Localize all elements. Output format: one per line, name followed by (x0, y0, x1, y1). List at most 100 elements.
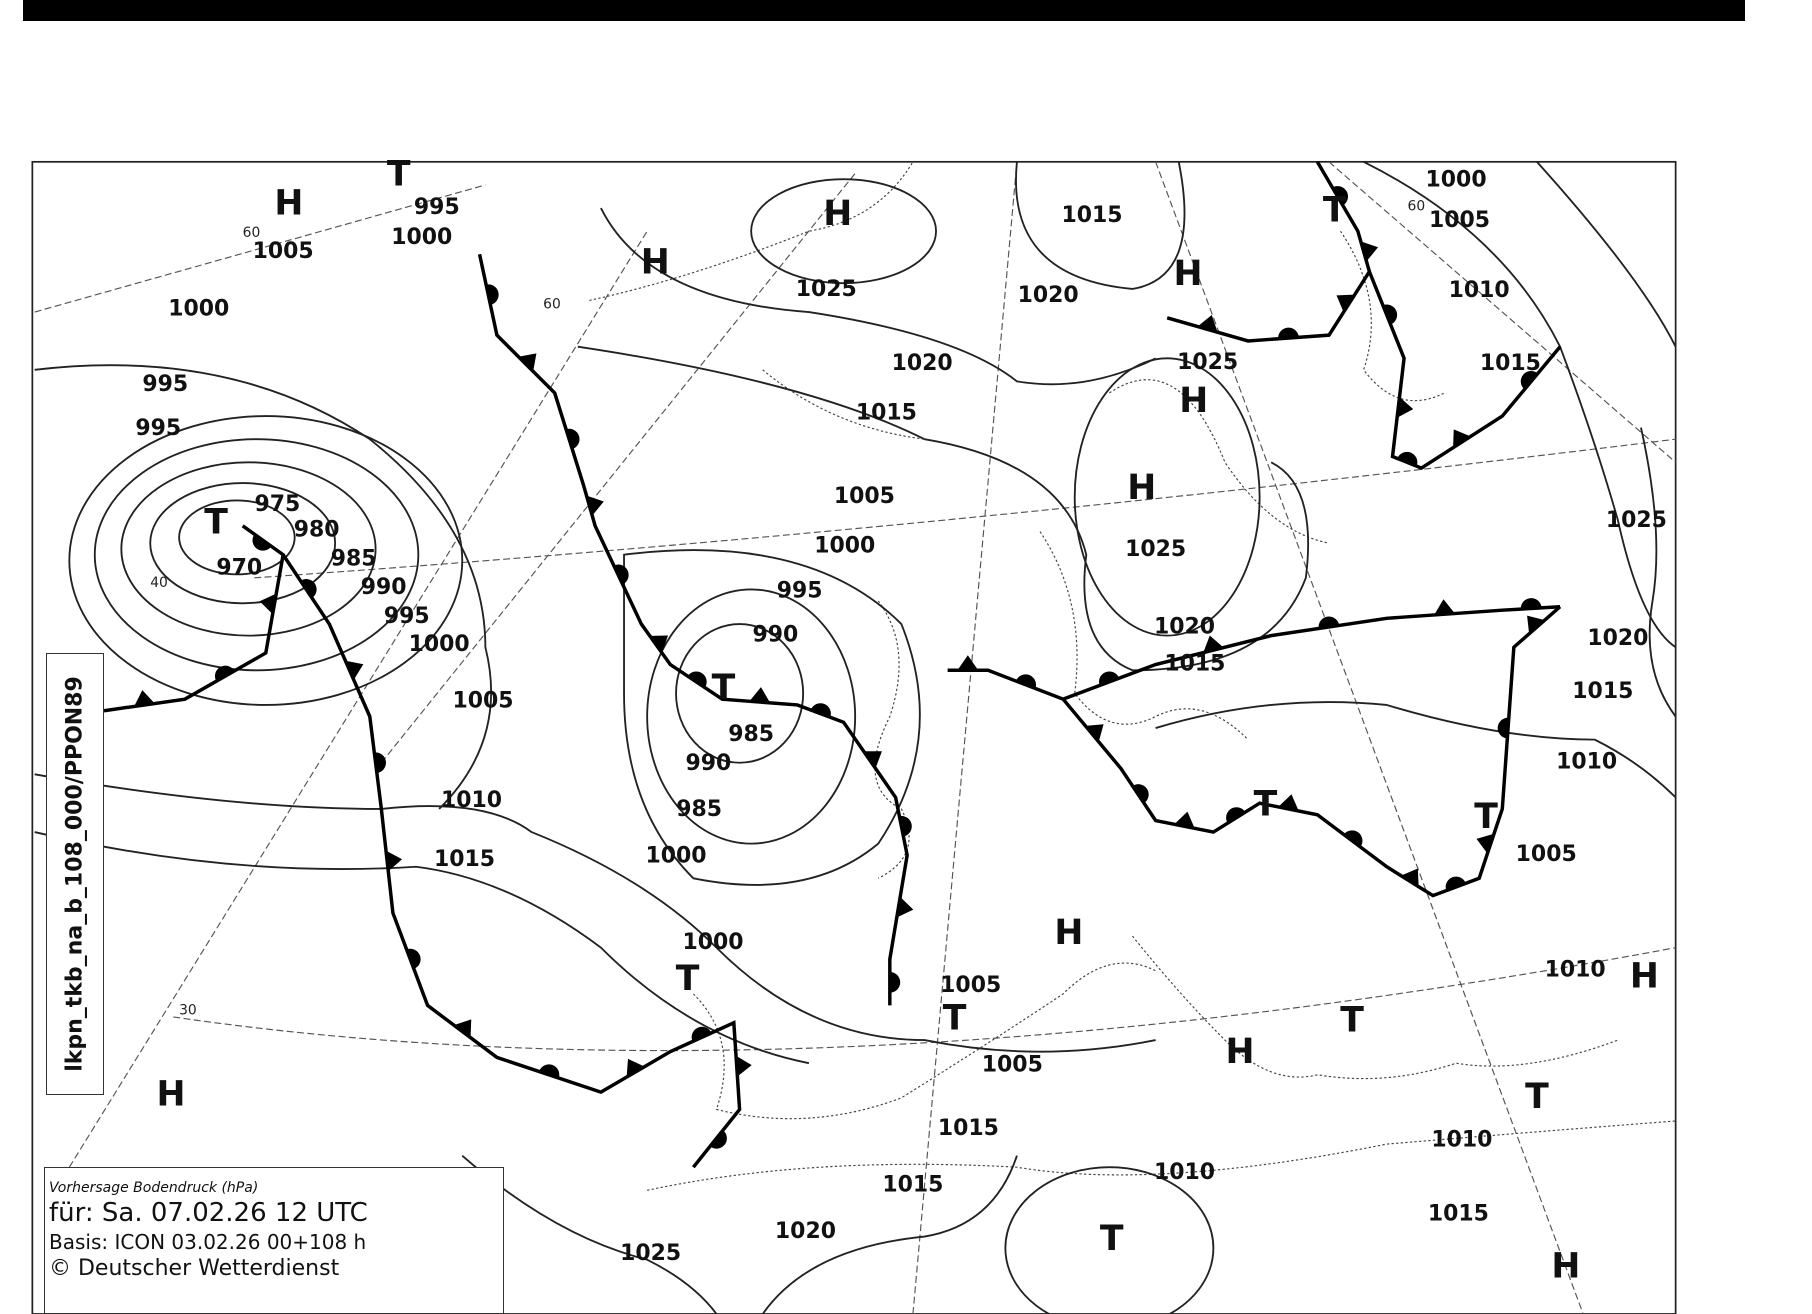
isobar-value-label: 1010 (1449, 278, 1510, 303)
latitude-label: 40 (150, 575, 168, 591)
isobar-value-label: 1025 (620, 1241, 681, 1266)
cold-front-triangle (957, 655, 979, 671)
cold-front-triangle (453, 1019, 472, 1038)
high-pressure-label: H (1225, 1032, 1254, 1072)
warm-front-semicircle (687, 671, 707, 688)
warm-front-semicircle (889, 971, 901, 993)
isobar-value-label: 985 (676, 797, 722, 822)
warm-front-semicircle (252, 534, 272, 551)
cold-front-triangle (896, 896, 914, 918)
isobar-value-label: 1000 (646, 843, 707, 868)
isobar-value-label: 995 (414, 195, 460, 220)
cold-front-triangle (259, 593, 277, 615)
warm-front-semicircle (1445, 876, 1466, 891)
isobar-value-label: 1000 (1426, 167, 1487, 192)
cold-front-triangle (345, 660, 364, 680)
warm-front-semicircle (1132, 784, 1149, 804)
isobar-value-label: 1005 (453, 688, 514, 713)
high-pressure-label: H (1551, 1247, 1580, 1287)
warm-front-semicircle (539, 1064, 560, 1079)
isobar-value-label: 1015 (434, 847, 495, 872)
cold-front-triangle (1278, 794, 1299, 812)
warm-front-semicircle (1397, 451, 1418, 467)
high-pressure-label: H (1179, 381, 1208, 421)
warm-front-semicircle (374, 752, 386, 774)
low-pressure-label: T (204, 503, 228, 543)
latitude-label: 60 (243, 225, 261, 241)
cold-front-triangle (1336, 294, 1355, 313)
cold-front-triangle (626, 1058, 645, 1078)
legend-box: Vorhersage Bodendruck (hPa) für: Sa. 07.… (44, 1167, 504, 1314)
high-pressure-label: H (157, 1075, 186, 1115)
cold-front-triangle (1397, 397, 1414, 418)
isobar-value-label: 1015 (938, 1116, 999, 1141)
coastlines (589, 161, 1676, 1191)
isobar-value-label: 1010 (1556, 750, 1617, 775)
high-pressure-label: H (641, 243, 670, 283)
isobar-value-label: 985 (728, 722, 774, 747)
cold-front-triangle (518, 353, 537, 372)
isobar-value-label: 995 (135, 416, 181, 441)
cold-front-triangle (863, 751, 882, 769)
isobar-value-label: 1005 (1516, 842, 1577, 867)
warm-front-semicircle (566, 428, 580, 450)
cold-front-triangle (1197, 314, 1218, 333)
warm-front-semicircle (1226, 807, 1246, 824)
cold-front-triangle (385, 850, 403, 872)
low-pressure-label: T (1474, 797, 1498, 837)
product-id: lkpn_tkb_na_b_108_000/PPON89 (62, 676, 88, 1072)
top-bar (23, 0, 1745, 21)
latitude-label: 60 (1408, 198, 1426, 214)
isobar-value-label: 1000 (682, 930, 743, 955)
latitude-label: 60 (543, 297, 561, 313)
warm-front-semicircle (1015, 674, 1036, 689)
isobar-value-label: 1025 (1606, 508, 1667, 533)
isobar-value-label: 1000 (409, 632, 470, 657)
isobar-value-label: 1015 (882, 1173, 943, 1198)
isobar-value-label: 1015 (1164, 652, 1225, 677)
warm-front-semicircle (1332, 186, 1348, 206)
warm-front-semicircle (1382, 304, 1398, 325)
isobar-value-label: 995 (142, 372, 188, 397)
low-pressure-label: T (1100, 1219, 1124, 1259)
isobar-value-label: 1015 (1480, 351, 1541, 376)
warm-front-semicircle (1278, 327, 1299, 339)
cold-front-triangle (1085, 724, 1104, 742)
warm-front-semicircle (1520, 598, 1542, 610)
cold-front-triangle (1434, 599, 1455, 615)
low-pressure-label: T (1525, 1077, 1549, 1117)
isobar-value-label: 1015 (856, 401, 917, 426)
warm-front-semicircle (214, 665, 235, 682)
latitude-labels: 60 40 30 60 60 (150, 198, 1425, 1018)
high-pressure-label: H (1173, 254, 1202, 294)
legend-copyright: © Deutscher Wetterdienst (49, 1256, 340, 1281)
isobar-value-label: 1010 (441, 788, 502, 813)
warm-front-semicircle (406, 948, 421, 969)
product-id-box: lkpn_tkb_na_b_108_000/PPON89 (46, 653, 104, 1095)
cold-front-triangle (749, 687, 771, 703)
isobar-value-label: 990 (685, 751, 731, 776)
isobar-value-label: 990 (361, 575, 407, 600)
cold-front-triangle (1203, 635, 1224, 653)
isobar-value-label: 990 (753, 623, 799, 648)
isobar-value-label: 1020 (1018, 283, 1079, 308)
isobar-value-label: 1020 (1154, 615, 1215, 640)
warm-front-semicircle (691, 1026, 712, 1042)
cold-front-triangle (1401, 868, 1419, 887)
isobar-value-label: 1000 (168, 297, 229, 322)
isobar-value-label: 1005 (834, 484, 895, 509)
isobar-value-label: 1020 (892, 351, 953, 376)
isobar-value-label: 995 (777, 579, 823, 604)
isobar-value-label: 1025 (1125, 537, 1186, 562)
high-pressure-label: H (274, 184, 303, 224)
isobar-value-label: 970 (216, 556, 262, 581)
isobar-value-label: 1020 (1587, 626, 1648, 651)
warm-front-semicircle (899, 815, 912, 837)
cold-front-triangle (1453, 429, 1471, 448)
cold-front-triangle (1527, 615, 1545, 634)
legend-title: Vorhersage Bodendruck (hPa) (49, 1180, 259, 1196)
isobar-value-label: 985 (331, 546, 377, 571)
isobar-value-label: 995 (384, 604, 430, 629)
